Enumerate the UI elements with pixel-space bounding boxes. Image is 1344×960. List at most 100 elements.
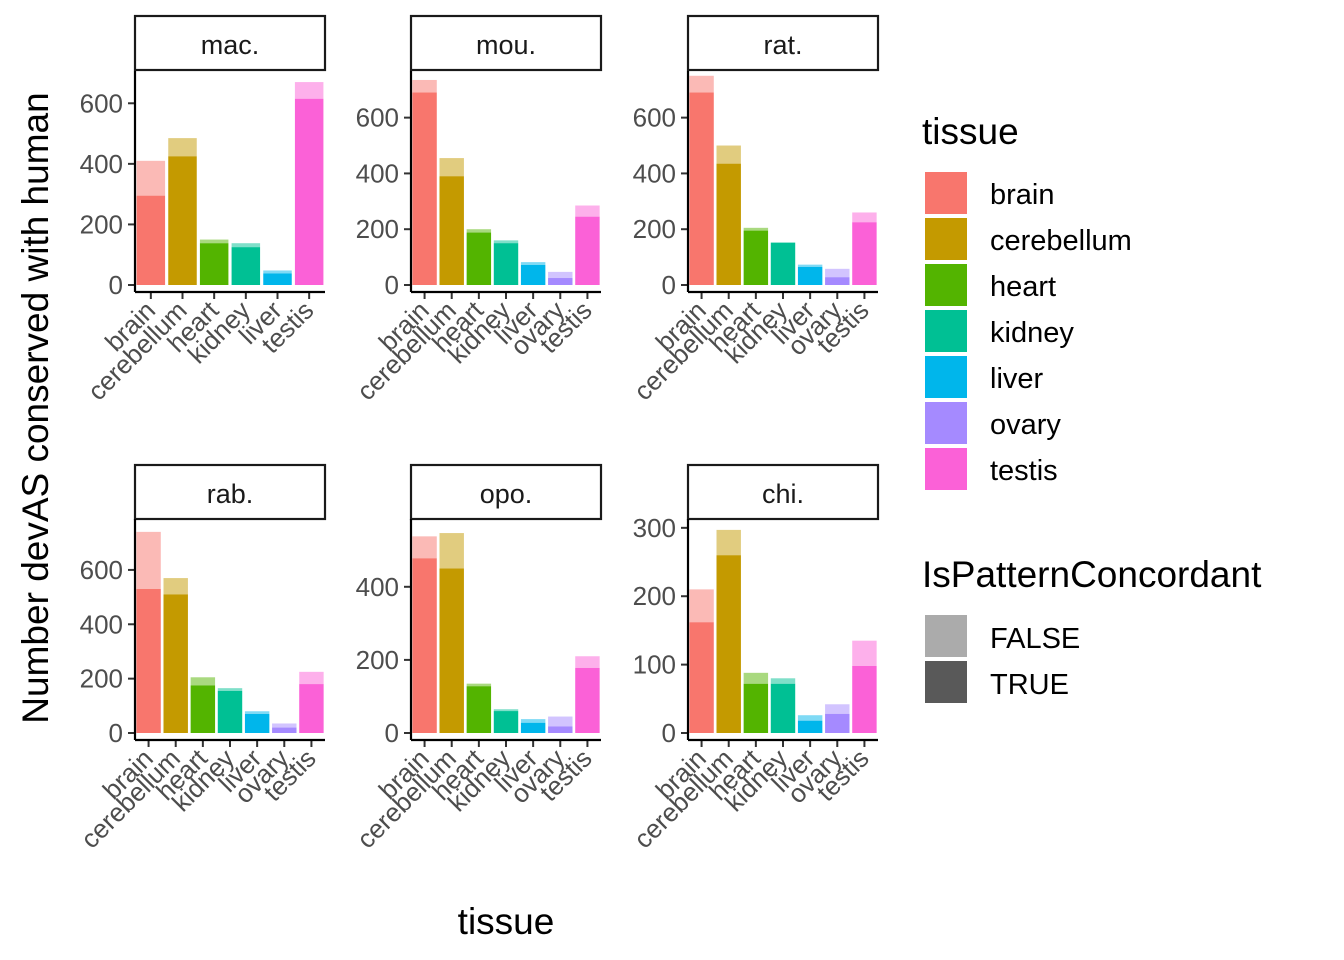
bar-heart-true (199, 243, 229, 285)
bar-brain-false (412, 536, 437, 559)
y-tick-label: 600 (356, 103, 399, 133)
facet-strip (409, 463, 603, 521)
bar-testis-false (852, 212, 877, 223)
bar-brain-false (412, 79, 437, 93)
facet-panels: mac.braincerebellumheartkidneylivertesti… (75, 14, 880, 854)
bar-cerebellum-false (716, 529, 741, 556)
facet-panel-chi: chi.braincerebellumheartkidneyliverovary… (628, 463, 880, 854)
y-tick-label: 200 (633, 214, 676, 244)
bar-liver-false (244, 711, 270, 714)
y-tick-label: 300 (633, 513, 676, 543)
bar-brain-false (136, 531, 161, 589)
y-tick-label: 0 (109, 270, 123, 300)
bar-cerebellum-true (163, 594, 188, 733)
bar-liver-false (797, 715, 823, 721)
bar-cerebellum-true (168, 156, 197, 285)
bar-testis-false (299, 671, 324, 685)
y-tick-label: 200 (80, 664, 123, 694)
facet-strip-label: rat. (763, 30, 802, 60)
bar-testis-false (852, 640, 877, 666)
bar-kidney-false (217, 688, 243, 691)
y-tick-label: 200 (633, 581, 676, 611)
bar-ovary-true (825, 713, 850, 733)
bar-brain-true (412, 558, 437, 733)
bar-liver-false (797, 264, 823, 267)
y-tick-label: 0 (109, 718, 123, 748)
legend-key-cerebellum (925, 218, 967, 260)
legend-key-heart (925, 264, 967, 306)
facet-strip-label: mac. (201, 30, 260, 60)
bar-kidney-true (217, 690, 243, 733)
bar-heart-false (199, 239, 229, 244)
bar-brain-true (136, 588, 161, 733)
bar-cerebellum-true (716, 163, 741, 285)
facet-strip (133, 463, 327, 521)
bar-testis-true (575, 667, 600, 733)
bar-liver-true (263, 273, 292, 285)
bar-ovary-true (825, 277, 850, 285)
bar-cerebellum-true (439, 176, 464, 285)
y-tick-label: 400 (356, 158, 399, 188)
facet-strip (686, 463, 880, 521)
facet-panel-mou: mou.braincerebellumheartkidneyliverovary… (351, 14, 603, 406)
bar-testis-true (852, 665, 877, 733)
bar-cerebellum-false (439, 533, 464, 569)
bar-liver-true (520, 722, 546, 733)
y-tick-label: 600 (80, 555, 123, 585)
facet-strip-label: mou. (476, 30, 536, 60)
bar-heart-true (743, 683, 769, 733)
bar-heart-true (743, 230, 769, 285)
legend-label-false: FALSE (990, 623, 1080, 655)
bar-liver-false (520, 719, 546, 723)
legend-label-heart: heart (990, 271, 1056, 303)
bar-liver-true (797, 266, 823, 285)
y-tick-label: 400 (356, 572, 399, 602)
bar-liver-false (263, 270, 292, 274)
bar-cerebellum-true (716, 555, 741, 733)
bar-cerebellum-false (163, 578, 188, 595)
bar-brain-true (689, 92, 714, 286)
facet-panel-rat: rat.braincerebellumheartkidneyliverovary… (628, 14, 880, 406)
y-tick-label: 400 (80, 149, 123, 179)
bar-heart-true (466, 232, 492, 285)
legend-label-brain: brain (990, 179, 1055, 211)
legend-label-ovary: ovary (990, 409, 1061, 441)
bar-cerebellum-false (168, 138, 197, 157)
bar-ovary-false (825, 268, 850, 278)
bar-heart-true (466, 686, 492, 733)
bar-brain-true (412, 92, 437, 286)
y-tick-label: 200 (356, 214, 399, 244)
facet-panel-opo: opo.braincerebellumheartkidneyliverovary… (351, 463, 603, 854)
y-tick-label: 0 (385, 270, 399, 300)
bar-heart-true (190, 685, 216, 733)
legend-label-true: TRUE (990, 669, 1069, 701)
y-tick-label: 0 (385, 718, 399, 748)
y-tick-label: 600 (80, 88, 123, 118)
facet-strip (133, 14, 327, 72)
bar-heart-false (743, 227, 769, 231)
bar-testis-true (294, 98, 324, 285)
legend: tissue brain cerebellum heart kidney liver ova… (922, 111, 1262, 703)
bar-kidney-true (770, 683, 796, 733)
facet-strip-label: rab. (207, 479, 254, 509)
bar-brain-false (136, 160, 166, 196)
facet-strip-label: opo. (480, 479, 533, 509)
bar-testis-true (575, 216, 600, 285)
bar-kidney-true (770, 242, 796, 285)
y-tick-label: 0 (662, 270, 676, 300)
bar-testis-false (575, 205, 600, 217)
bar-heart-false (466, 683, 492, 687)
legend-key-liver (925, 356, 967, 398)
y-tick-label: 400 (633, 158, 676, 188)
bar-ovary-false (548, 271, 573, 279)
bar-brain-false (689, 589, 714, 623)
y-tick-label: 0 (662, 718, 676, 748)
bar-ovary-false (272, 723, 297, 728)
legend-label-liver: liver (990, 363, 1044, 395)
facet-strip (686, 14, 880, 72)
legend-label-testis: testis (990, 455, 1058, 487)
y-tick-label: 200 (80, 209, 123, 239)
legend-label-kidney: kidney (990, 317, 1074, 349)
bar-cerebellum-false (439, 158, 464, 177)
